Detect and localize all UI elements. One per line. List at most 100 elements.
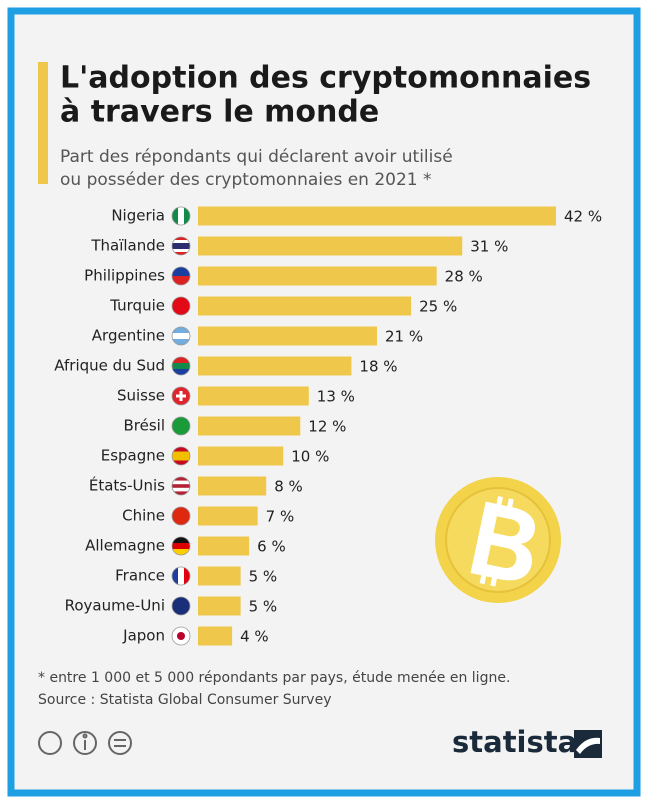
flag-stripes [172,207,190,225]
bar [198,326,377,346]
flag-outline [171,536,191,556]
flag-outline [171,266,191,286]
flag [171,446,191,466]
flag [171,416,191,436]
flag-stripes [172,237,190,255]
flag-stripe [172,249,190,253]
y-tick-label: Nigeria [111,207,165,225]
flag-stripe [178,207,185,225]
bar [198,206,556,226]
data-label: 6 % [257,538,286,556]
bar [198,506,258,526]
flag-stripe [172,207,179,225]
flag-outline [171,626,191,646]
flag-stripes [172,357,190,375]
flag-stripe [172,246,190,250]
chart-subtitle: ou posséder des cryptomonnaies en 2021 * [60,170,432,190]
chart-subtitle: Part des répondants qui déclarent avoir … [60,147,453,167]
flag-dot [177,632,185,640]
flag [171,626,191,646]
flag-outline [171,476,191,496]
data-label: 4 % [240,628,269,646]
flag-outline [171,206,191,226]
flag [171,596,191,616]
flag-stripes [172,567,190,585]
flag-stripe [172,237,190,241]
y-tick-label: Philippines [84,267,165,285]
flag-stripe [172,549,190,555]
y-tick-label: Japon [122,627,165,645]
flag-stripe [172,447,190,452]
flag [171,566,191,586]
chart-title: à travers le monde [60,95,379,130]
data-label: 31 % [470,238,508,256]
flag-stripe [172,460,190,465]
chart-title: L'adoption des cryptomonnaies [60,61,591,96]
flag [171,206,191,226]
bar [198,476,267,496]
bar [198,296,412,316]
flag [171,296,191,316]
data-label: 42 % [564,208,602,226]
flag [171,536,191,556]
flag-outline [171,236,191,256]
flag-stripe [172,597,190,615]
flag-outline [171,326,191,346]
flag-stripe [172,357,190,364]
flag-stripe [172,276,190,285]
data-label: 10 % [291,448,329,466]
flag-stripes [172,267,190,285]
flag-stripe [172,252,190,255]
y-tick-label: Afrique du Sud [54,357,165,375]
flag-stripe [172,297,190,315]
flag-stripe [172,480,190,485]
bar [198,236,463,256]
data-label: 12 % [308,418,346,436]
flag-stripe [184,567,190,585]
flag-stripes [172,447,190,465]
flag-stripe [172,477,190,481]
flag-stripes [172,327,190,345]
data-label: 8 % [274,478,303,496]
flag-stripes [172,597,190,615]
bar [198,386,309,406]
flag-stripe [172,543,190,550]
y-tick-label: États-Unis [89,476,165,495]
flag-outline [171,296,191,316]
bar [198,596,241,616]
data-label: 21 % [385,328,423,346]
flag-cross [176,394,186,398]
y-tick-label: Chine [122,507,165,525]
brand-icon [574,730,602,758]
flag-outline [171,356,191,376]
title-accent [38,62,48,184]
flag-outline [171,386,191,406]
flag-stripe [178,567,185,585]
y-tick-label: Thaïlande [90,237,165,255]
flag-stripes [172,477,190,495]
y-tick-label: Espagne [101,447,165,465]
y-tick-label: Suisse [117,387,165,405]
flag-stripes [172,297,190,315]
source: Source : Statista Global Consumer Survey [38,692,332,708]
flag-stripe [172,327,190,334]
flag-stripe [172,333,190,340]
flag-stripe [172,243,190,247]
flag-outline [171,566,191,586]
flag [171,266,191,286]
flag-outline [171,416,191,436]
flag-stripes [172,537,190,555]
flag-stripes [172,507,190,525]
flag [171,506,191,526]
flag-outline [171,596,191,616]
flag-stripes [172,417,190,435]
y-tick-label: Argentine [92,327,165,345]
data-label: 5 % [249,568,278,586]
bar [198,626,233,646]
bar [198,566,241,586]
flag-stripe [172,451,190,457]
flag-stripe [172,487,190,492]
data-label: 7 % [266,508,295,526]
